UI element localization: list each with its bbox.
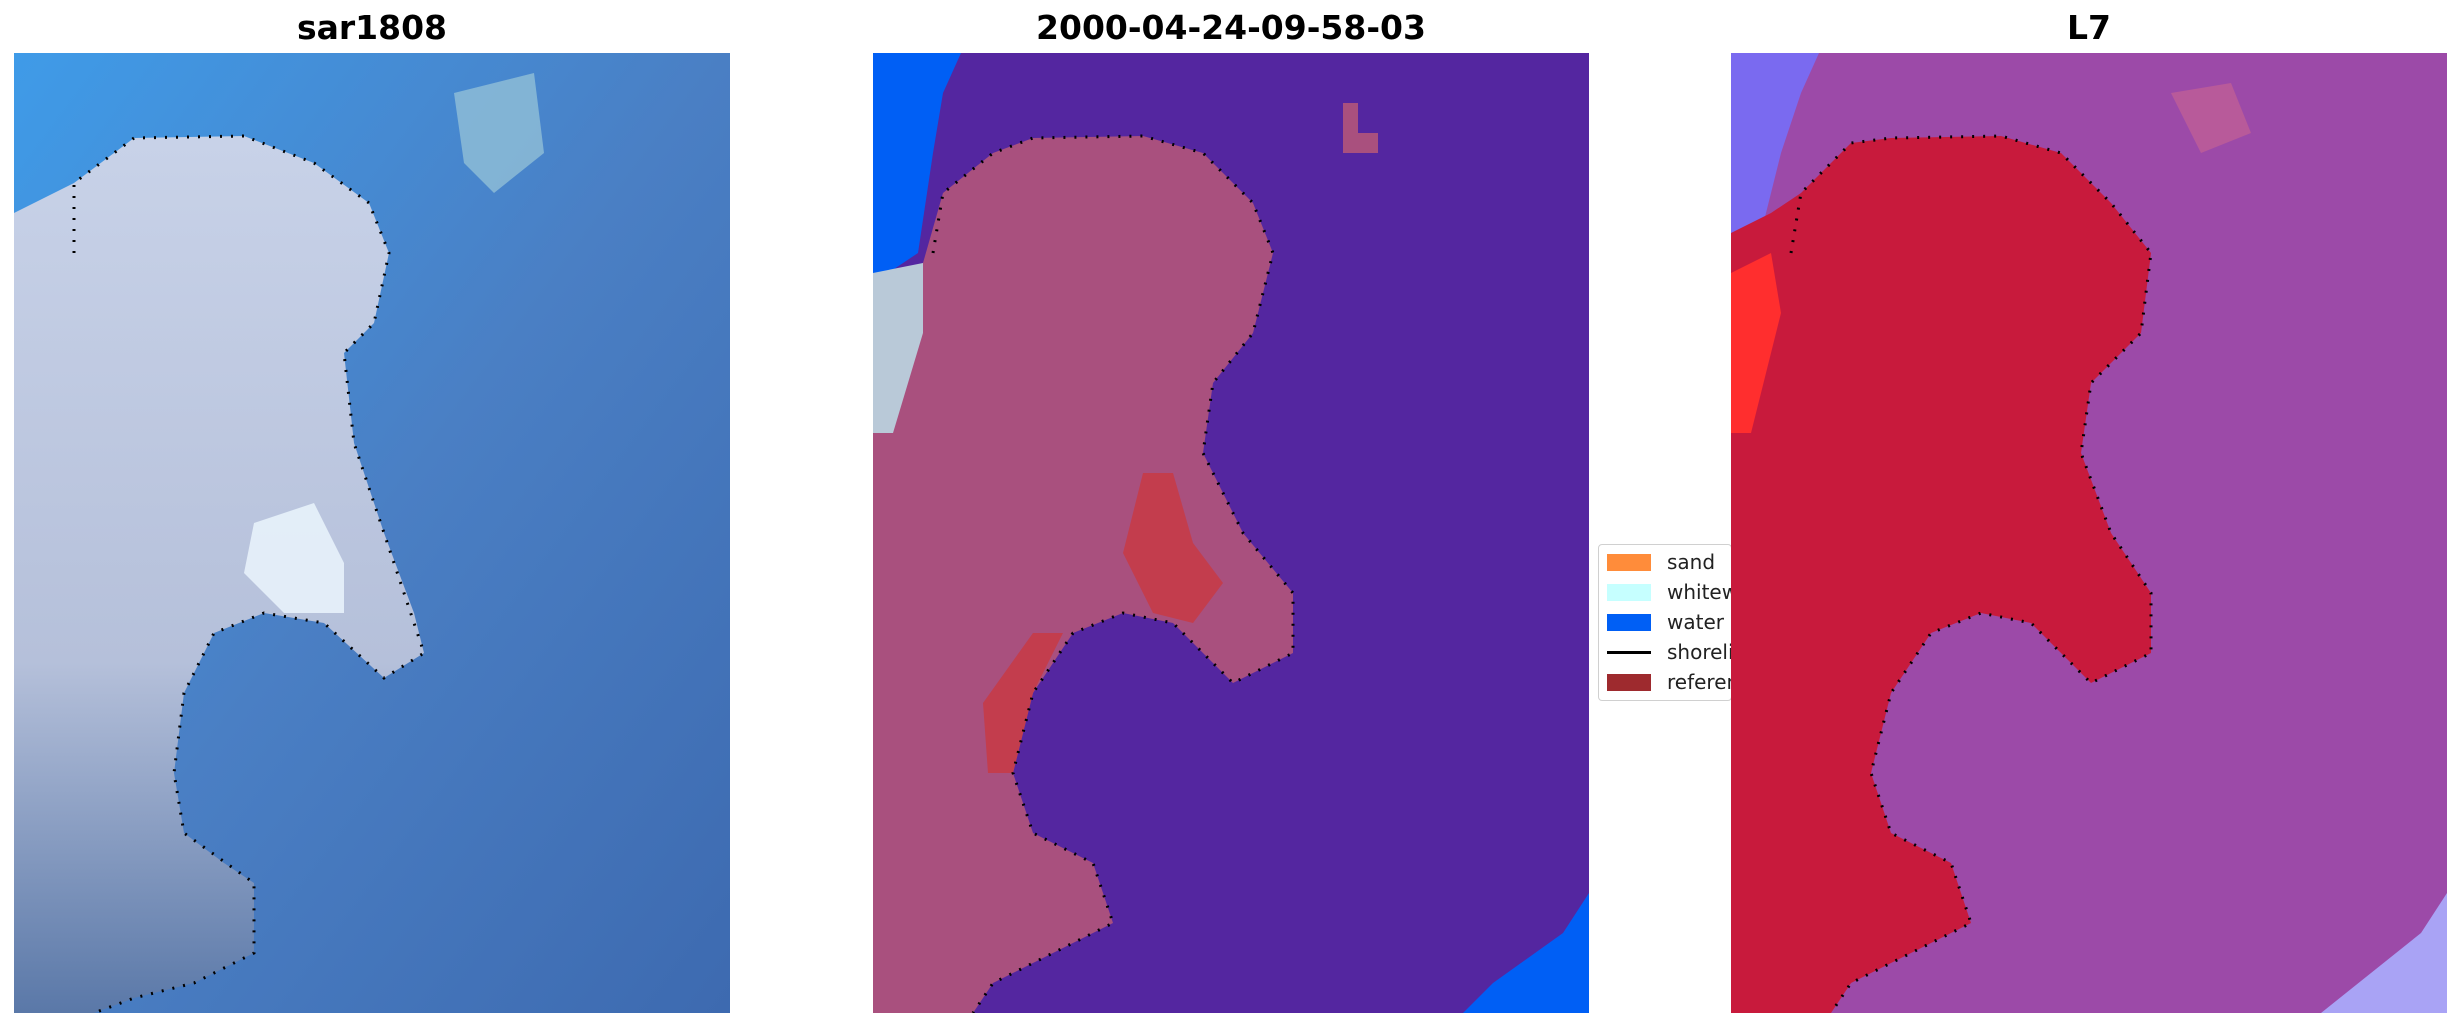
- l7-image-panel: [1731, 53, 2447, 1013]
- legend-label-water: water: [1667, 610, 1724, 634]
- legend-item-water: water: [1607, 610, 1724, 634]
- shoreline-line: [1789, 134, 2153, 1013]
- sand-small-patch: [1343, 103, 1378, 153]
- l7-image: [1731, 53, 2447, 1013]
- rgb-satellite-image: [14, 53, 730, 1013]
- legend-label-sand: sand: [1667, 550, 1716, 574]
- land-area: [14, 136, 424, 1013]
- panel-title-3: L7: [2067, 8, 2111, 47]
- legend-label-reference: reference: [1667, 670, 1731, 694]
- legend-item-reference: reference: [1607, 670, 1731, 694]
- panel-title-2: 2000-04-24-09-58-03: [1036, 8, 1426, 47]
- water-edge-bottomright: [2321, 893, 2447, 1013]
- whitewater-patch: [244, 503, 344, 613]
- rgb-image-panel: [14, 53, 730, 1013]
- legend-line-shoreline: [1607, 650, 1651, 654]
- whitewater-class-area: [873, 263, 923, 433]
- legend-swatch-reference: [1607, 673, 1651, 691]
- legend-item-shoreline: shoreline: [1607, 640, 1731, 664]
- light-patch: [2171, 83, 2251, 153]
- classified-image: [873, 53, 1589, 1013]
- sand-class-area: [873, 136, 1293, 1013]
- legend-swatch-whitewater: [1607, 583, 1651, 601]
- land-area: [1731, 136, 2151, 1013]
- legend-swatch-sand: [1607, 553, 1651, 571]
- reference-patch-1: [1123, 473, 1223, 623]
- reference-patch-2: [983, 633, 1063, 773]
- water-edge-topleft: [873, 53, 961, 283]
- legend-item-sand: sand: [1607, 550, 1716, 574]
- water-edge-topleft: [1731, 53, 1819, 253]
- shallow-patch: [454, 73, 544, 193]
- legend-label-shoreline: shoreline: [1667, 640, 1731, 664]
- water-edge-bottomright: [1463, 893, 1589, 1013]
- legend-swatch-water: [1607, 613, 1651, 631]
- panel-title-1: sar1808: [296, 8, 448, 47]
- bright-red-patch: [1731, 253, 1781, 433]
- classified-image-panel: [873, 53, 1589, 1013]
